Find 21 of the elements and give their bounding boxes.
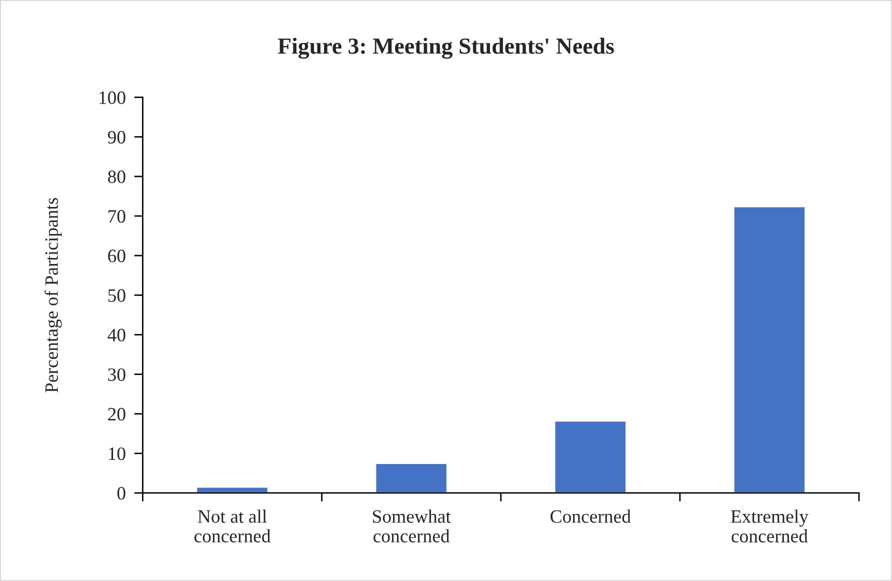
y-tick-label: 20 <box>108 408 126 421</box>
x-tick-label: Not at all concerned <box>194 510 271 542</box>
bar <box>554 420 627 493</box>
y-tick-label: 90 <box>108 130 126 144</box>
bar <box>374 462 448 493</box>
x-tick-label: Extremely concerned <box>730 510 808 542</box>
y-tick-label: 10 <box>108 447 126 460</box>
bar <box>196 486 269 493</box>
y-tick-label: 0 <box>117 487 126 500</box>
y-tick-label: 50 <box>108 289 126 302</box>
x-tick-label: Somewhat concerned <box>373 510 451 542</box>
y-tick-label: 40 <box>108 328 126 342</box>
bar <box>732 206 806 493</box>
y-axis-title: Percentage of Participants <box>44 198 62 392</box>
x-tick-label: Concerned <box>550 510 631 523</box>
y-tick-label: 70 <box>108 210 126 223</box>
y-tick-label: 60 <box>108 250 126 262</box>
y-tick-label: 30 <box>108 368 126 381</box>
chart-title: Figure 3: Meeting Students' Needs <box>278 38 614 59</box>
y-tick-label: 100 <box>100 91 126 104</box>
y-tick-label: 80 <box>108 170 126 184</box>
